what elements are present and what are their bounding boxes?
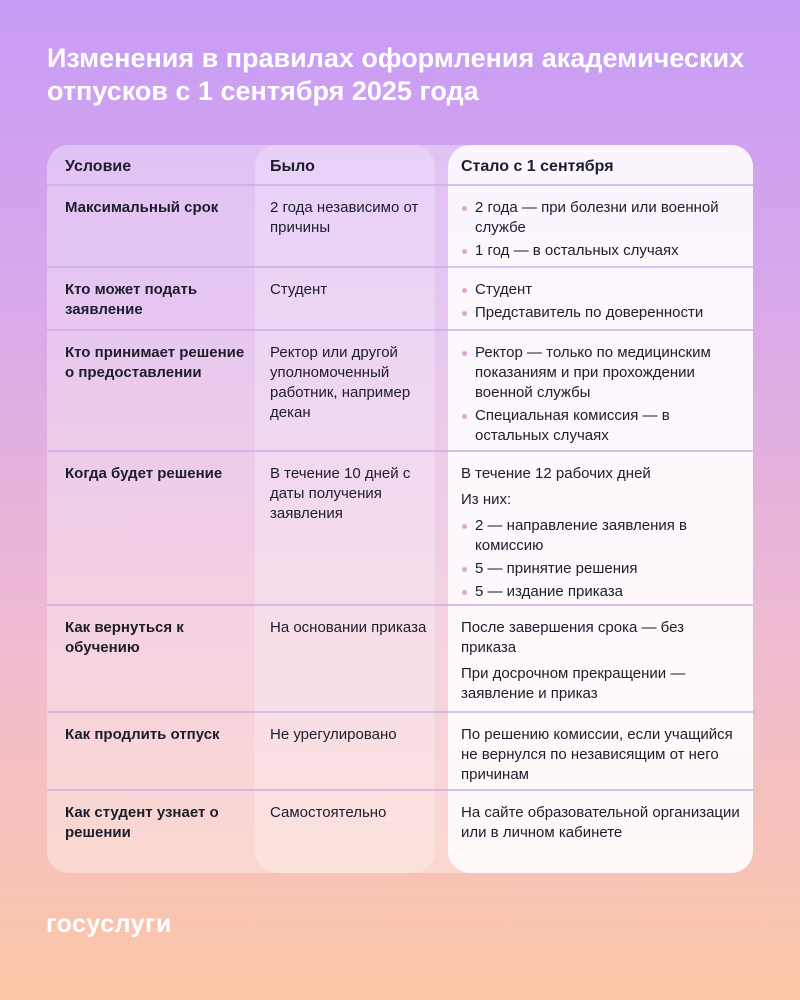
after-bullet: 5 — издание приказа [461,582,743,602]
condition-cell: Максимальный срок [65,199,219,216]
after-text: При досрочном прекращении — заявление и … [461,665,686,702]
condition-cell: Как продлить отпуск [65,726,220,743]
after-text: После завершения срока — без приказа [461,619,684,656]
after-cell: 2 года — при болезни или военной службе 1… [448,186,753,266]
after-text: В течение 12 рабочих дней [461,465,651,482]
page-title: Изменения в правилах оформления академич… [47,43,745,106]
before-cell: Не урегулировано [270,726,397,743]
table-row: Как вернуться к обучению На основании при… [47,606,753,713]
condition-cell: Когда будет решение [65,465,223,482]
after-bullet: Специальная комиссия — в остальных случа… [461,406,743,446]
table-row: Кто может подать заявление Студент Студент… [47,268,753,331]
gosuslugi-logo: госуслуги [46,910,172,938]
after-bullet: 5 — принятие решения [461,559,743,579]
after-bullet: 2 — направление заявления в комиссию [461,516,743,556]
after-cell: Ректор — только по медицинским показания… [448,331,753,450]
after-bullet: Студент [461,280,743,300]
after-bullet: 2 года — при болезни или военной службе [461,198,743,238]
header-after: Стало с 1 сентября [461,158,614,175]
after-text: По решению комиссии, если учащийся не ве… [461,726,733,783]
table-row: Как продлить отпуск Не урегулировано По ре… [47,713,753,791]
after-cell: Студент Представитель по доверенности [448,268,753,329]
condition-cell: Кто может подать заявление [65,281,198,318]
table-row: Как студент узнает о решении Самостоятель… [47,791,753,873]
after-bullet: Представитель по доверенности [461,303,743,323]
condition-cell: Как вернуться к обучению [65,619,184,656]
condition-cell: Кто принимает решение о предоставлении [65,344,245,381]
header-before: Было [270,158,315,175]
header-condition: Условие [65,158,132,175]
table-row: Максимальный срок 2 года независимо от пр… [47,186,753,268]
after-cell: В течение 12 рабочих дней Из них: 2 — напр… [448,452,753,604]
after-cell: После завершения срока — без приказа При … [448,606,753,711]
after-text: На сайте образовательной организации или… [461,804,740,841]
before-cell: На основании приказа [270,619,427,636]
after-bullet: 1 год — в остальных случаях [461,241,743,261]
after-text: Из них: [461,491,512,508]
before-cell: Студент [270,281,328,298]
table-row: Кто принимает решение о предоставлении Ре… [47,331,753,452]
before-cell: В течение 10 дней с даты получения заявл… [270,465,411,522]
before-cell: 2 года независимо от причины [270,199,419,236]
condition-cell: Как студент узнает о решении [65,804,219,841]
before-cell: Самостоятельно [270,804,387,821]
before-cell: Ректор или другой уполномоченный работни… [270,344,411,421]
comparison-table: Условие Было Стало с 1 сентября Максимал… [47,145,753,873]
after-cell: На сайте образовательной организации или… [448,791,753,873]
after-bullet: Ректор — только по медицинским показания… [461,343,743,403]
table-row: Когда будет решение В течение 10 дней с д… [47,452,753,606]
table-header: Условие Было Стало с 1 сентября [47,145,753,186]
after-cell: По решению комиссии, если учащийся не ве… [448,713,753,789]
